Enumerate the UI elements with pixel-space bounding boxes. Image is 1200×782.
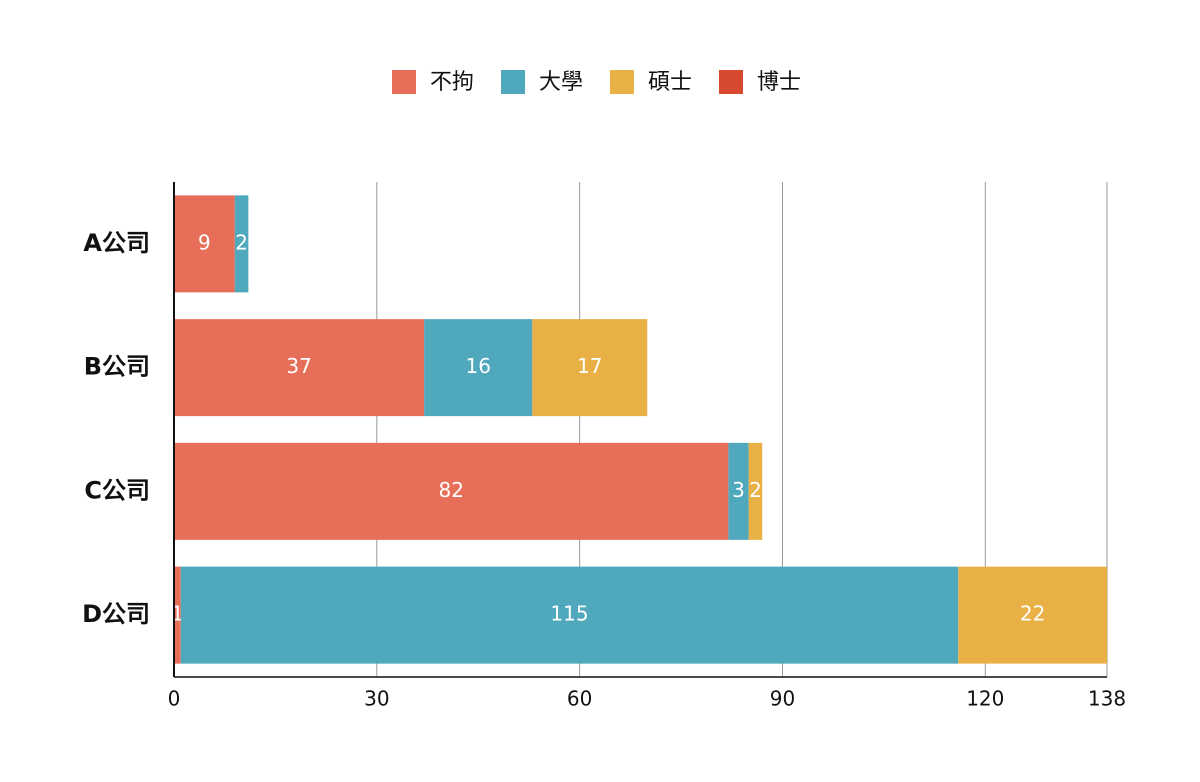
x-tick-label: 0 — [168, 687, 181, 711]
bar-segment — [532, 319, 648, 417]
bar-segment — [174, 319, 425, 417]
data-label: 9 — [198, 230, 211, 254]
y-tick-label: C公司 — [84, 476, 150, 504]
bar-segment — [234, 195, 249, 293]
x-tick-label: 120 — [966, 687, 1004, 711]
data-label: 37 — [286, 354, 311, 378]
data-label: 82 — [438, 478, 463, 502]
data-label: 17 — [577, 354, 602, 378]
bar-segment — [958, 566, 1107, 664]
x-tick-label: 90 — [770, 687, 795, 711]
bar-segment — [180, 566, 959, 664]
y-tick-label: A公司 — [83, 229, 150, 257]
y-tick-label: B公司 — [84, 353, 150, 381]
legend-label: 不拘 — [430, 70, 474, 95]
data-label: 115 — [550, 602, 588, 626]
bar-segment — [174, 195, 235, 293]
legend-label: 碩士 — [648, 70, 692, 95]
data-label: 2 — [749, 478, 762, 502]
x-tick-label: 60 — [567, 687, 592, 711]
legend-swatch — [501, 70, 525, 94]
bar-segment — [748, 442, 763, 540]
bar-segment — [728, 442, 749, 540]
legend-swatch — [610, 70, 634, 94]
legend-swatch — [719, 70, 743, 94]
bar-segment — [174, 566, 181, 664]
legend-label: 大學 — [539, 70, 583, 95]
legend-swatch — [392, 70, 416, 94]
data-label: 3 — [732, 478, 745, 502]
bar-segment — [424, 319, 533, 417]
y-tick-label: D公司 — [82, 600, 150, 628]
x-tick-label: 138 — [1088, 687, 1126, 711]
data-label: 2 — [235, 230, 248, 254]
data-label: 22 — [1020, 602, 1045, 626]
bar-segment — [174, 442, 729, 540]
x-tick-label: 30 — [364, 687, 389, 711]
data-label: 16 — [466, 354, 491, 378]
legend-label: 博士 — [757, 70, 801, 95]
